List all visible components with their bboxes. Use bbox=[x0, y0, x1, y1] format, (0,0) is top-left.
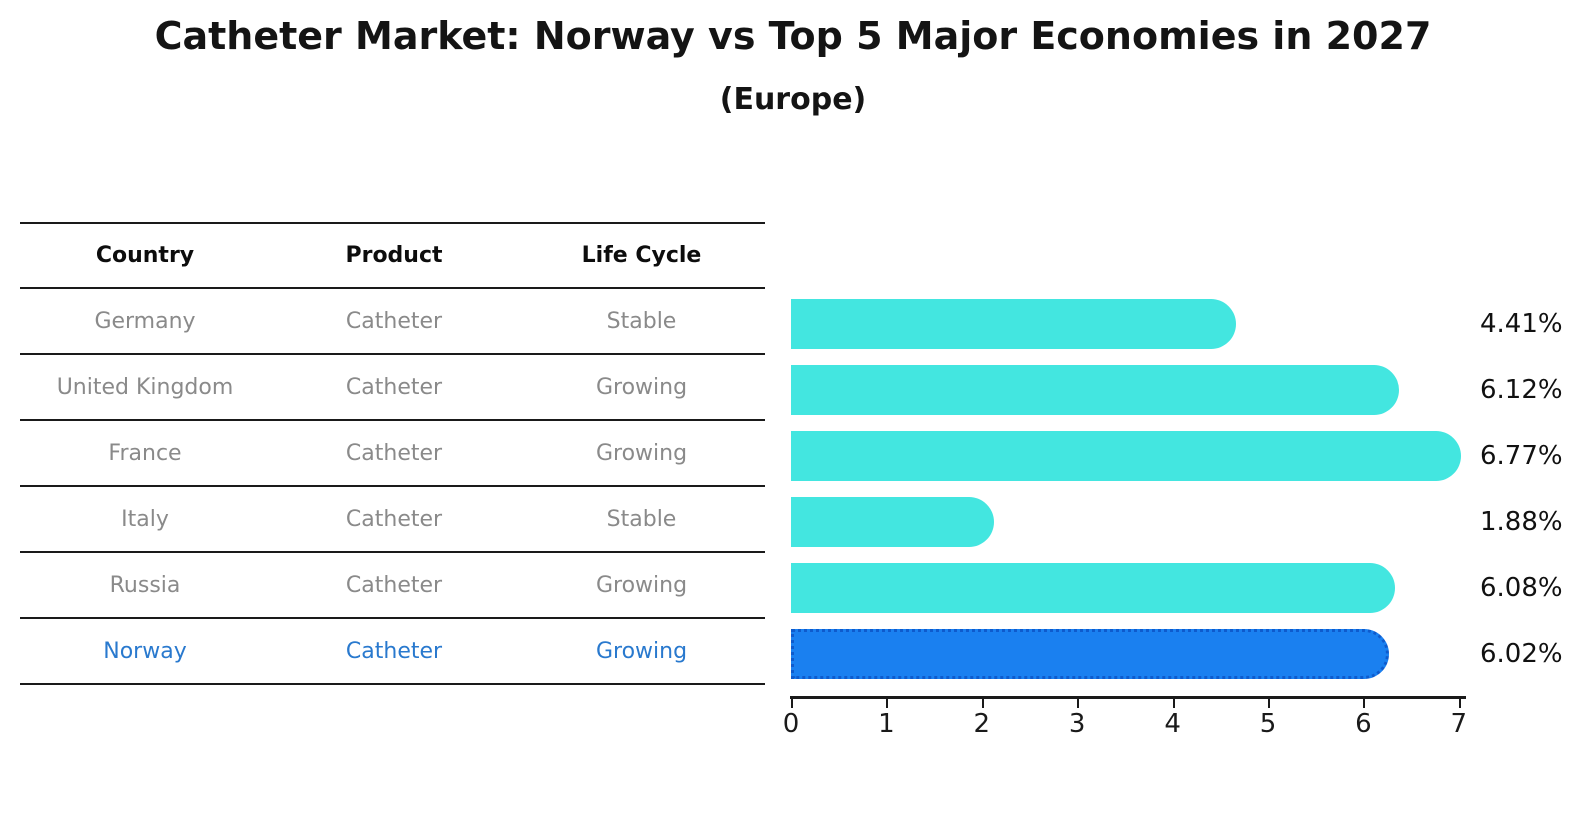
table-row-france: France Catheter Growing bbox=[20, 421, 765, 487]
table-cell-life-cycle: Stable bbox=[606, 506, 677, 532]
bar-value-label-germany: 4.41% bbox=[1480, 309, 1563, 339]
x-tick-label: 4 bbox=[1164, 709, 1181, 739]
table-row-norway: Norway Catheter Growing bbox=[20, 619, 765, 685]
bar-value-label-united-kingdom: 6.12% bbox=[1480, 375, 1563, 405]
table-row-united-kingdom: United Kingdom Catheter Growing bbox=[20, 355, 765, 421]
table-header-life-cycle: Life Cycle bbox=[581, 243, 702, 268]
bar-russia bbox=[791, 563, 1396, 613]
chart-subtitle: (Europe) bbox=[719, 82, 867, 117]
table-cell-product: Catheter bbox=[345, 374, 443, 400]
bar-value-label-italy: 1.88% bbox=[1480, 507, 1563, 537]
bar-italy bbox=[791, 497, 995, 547]
x-tick-label: 0 bbox=[782, 709, 800, 739]
chart-title: Catheter Market: Norway vs Top 5 Major E… bbox=[154, 14, 1432, 58]
table-cell-product: Catheter bbox=[345, 308, 443, 334]
bar-norway bbox=[791, 629, 1390, 679]
summary-table: Country Product Life Cycle Germany Cathet… bbox=[20, 222, 765, 685]
x-tick-label: 3 bbox=[1068, 709, 1086, 739]
table-row-russia: Russia Catheter Growing bbox=[20, 553, 765, 619]
x-tick-label: 7 bbox=[1450, 709, 1468, 739]
table-cell-life-cycle: Growing bbox=[595, 572, 688, 598]
table-cell-life-cycle: Stable bbox=[606, 308, 677, 334]
table-cell-product: Catheter bbox=[345, 440, 443, 466]
table-header-row: Country Product Life Cycle bbox=[20, 222, 765, 289]
table-cell-country: Italy bbox=[121, 506, 169, 532]
x-axis-line bbox=[790, 696, 1466, 699]
x-tick-mark bbox=[981, 699, 984, 708]
x-tick-mark bbox=[1363, 699, 1366, 708]
x-tick-mark bbox=[1458, 699, 1461, 708]
bar-value-label-russia: 6.08% bbox=[1480, 573, 1563, 603]
bar-value-label-france: 6.77% bbox=[1480, 441, 1563, 471]
table-cell-life-cycle: Growing bbox=[595, 440, 688, 466]
x-tick-label: 6 bbox=[1355, 709, 1372, 739]
bar-germany bbox=[791, 299, 1236, 349]
table-cell-country: Norway bbox=[103, 638, 187, 664]
bar-value-label-norway: 6.02% bbox=[1480, 639, 1563, 669]
x-tick-mark bbox=[1077, 699, 1080, 708]
table-cell-country: United Kingdom bbox=[56, 374, 234, 400]
table-cell-product: Catheter bbox=[345, 572, 443, 598]
table-row-italy: Italy Catheter Stable bbox=[20, 487, 765, 553]
bar-united-kingdom bbox=[791, 365, 1399, 415]
x-tick-label: 2 bbox=[973, 709, 991, 739]
table-cell-life-cycle: Growing bbox=[595, 374, 688, 400]
table-header-country: Country bbox=[95, 243, 195, 268]
table-cell-country: France bbox=[108, 440, 182, 466]
x-tick-mark bbox=[886, 699, 889, 708]
table-cell-life-cycle: Growing bbox=[595, 638, 688, 664]
x-tick-mark bbox=[1268, 699, 1270, 708]
x-tick-mark bbox=[791, 699, 793, 708]
table-cell-country: Russia bbox=[109, 572, 181, 598]
table-body: Germany Catheter Stable United Kingdom Cathe… bbox=[20, 289, 765, 685]
table-cell-product: Catheter bbox=[345, 638, 443, 664]
bar-france bbox=[791, 431, 1461, 481]
table-cell-product: Catheter bbox=[345, 506, 443, 532]
x-tick-label: 1 bbox=[878, 709, 895, 739]
table-header-product: Product bbox=[345, 243, 443, 268]
table-cell-country: Germany bbox=[94, 308, 196, 334]
x-tick-mark bbox=[1172, 699, 1175, 708]
table-row-germany: Germany Catheter Stable bbox=[20, 289, 765, 355]
x-tick-label: 5 bbox=[1259, 709, 1277, 739]
